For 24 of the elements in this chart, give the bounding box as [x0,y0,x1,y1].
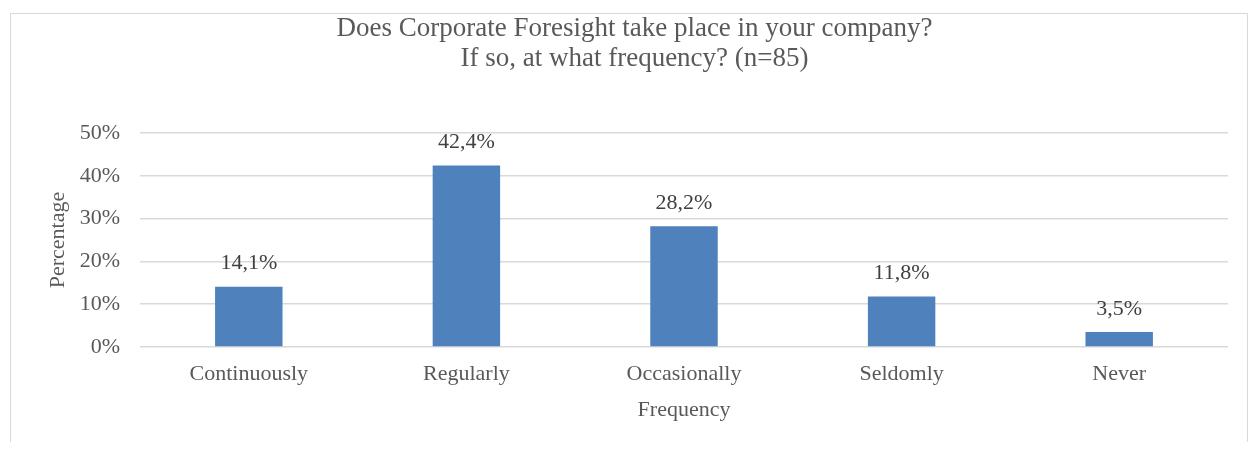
y-tick-label: 20% [79,247,120,273]
data-label: 42,4% [437,128,495,154]
y-tick-label: 10% [79,289,120,315]
y-tick-label: 50% [79,118,120,144]
bar [432,165,501,347]
x-axis-title: Frequency [637,395,731,421]
x-tick-label: Seldomly [859,359,944,385]
data-label: 28,2% [655,189,713,215]
x-tick-label: Continuously [189,359,309,385]
x-tick-label: Regularly [423,359,510,385]
bar [1085,332,1153,347]
data-label: 3,5% [1096,294,1143,320]
y-axis-title: Percentage [43,191,69,289]
y-tick-label: 0% [90,332,120,358]
x-tick-label: Occasionally [626,359,742,385]
y-tick-label: 40% [79,161,120,187]
bar [650,226,718,347]
bar [215,286,283,347]
data-label: 11,8% [873,259,930,285]
bar [867,296,936,347]
x-tick-label: Never [1092,359,1147,385]
data-label: 14,1% [220,249,278,275]
chart-title: Does Corporate Foresight take place in your company? If so, at what frequency? (n=85) [336,11,933,72]
y-tick-label: 30% [79,204,120,230]
